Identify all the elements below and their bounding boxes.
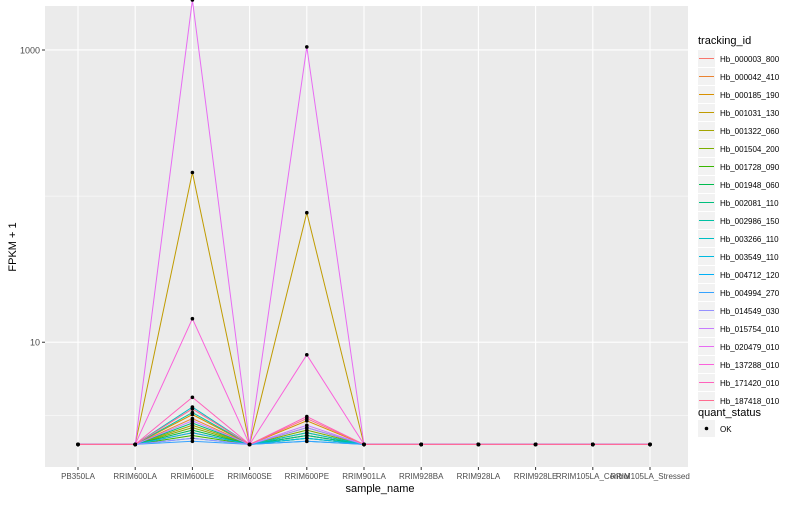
data-point — [305, 428, 309, 433]
grid-lines — [45, 6, 688, 467]
x-tick-label: RRIM600PE — [285, 472, 329, 481]
data-point — [190, 316, 195, 321]
y-axis-title: FPKM + 1 — [7, 222, 19, 271]
legend-label: Hb_020479_010 — [720, 343, 780, 352]
data-point — [190, 410, 195, 415]
x-tick-label: RRIM600LA — [113, 472, 157, 481]
data-point — [305, 439, 309, 444]
legend-title: tracking_id — [698, 35, 751, 47]
y-tick-label: 1000 — [20, 45, 40, 55]
legend-label: Hb_001322_060 — [720, 127, 780, 136]
x-tick-label: PB350LA — [61, 472, 95, 481]
x-tick-label: RRIM600LE — [171, 472, 215, 481]
x-tick-label: RRIM928LA — [457, 472, 501, 481]
legend-label: Hb_004994_270 — [720, 289, 780, 298]
legend-label: Hb_000042_410 — [720, 73, 780, 82]
data-point — [190, 433, 195, 438]
x-axis-title: sample_name — [345, 483, 414, 495]
x-tick-label: RRIM928LE — [514, 472, 558, 481]
legend-label: Hb_171420_010 — [720, 379, 780, 388]
data-point — [305, 45, 309, 49]
x-tick-label: RRIM600SE — [227, 472, 271, 481]
legend-label: Hb_001031_130 — [720, 109, 780, 118]
data-point — [419, 442, 424, 447]
shape-legend-label: OK — [720, 425, 732, 434]
y-tick-label: 10 — [30, 338, 40, 348]
data-point — [190, 419, 195, 423]
x-tick-label: RRIM928BA — [399, 472, 444, 481]
legend-label: Hb_001948_060 — [720, 181, 780, 190]
legend-label: Hb_002081_110 — [720, 199, 779, 208]
legend-label: Hb_003266_110 — [720, 235, 779, 244]
shape-legend-title: quant_status — [698, 407, 761, 419]
data-point — [305, 416, 309, 421]
data-point — [190, 431, 195, 435]
legend-label: Hb_137288_010 — [720, 361, 780, 370]
data-point — [305, 436, 309, 441]
legend-label: Hb_002986_150 — [720, 217, 780, 226]
legend-label: Hb_015754_010 — [720, 325, 780, 334]
data-point — [648, 442, 652, 447]
shape-legend-point — [704, 426, 709, 431]
data-point — [133, 442, 137, 447]
data-point — [305, 210, 309, 215]
data-point — [476, 442, 481, 447]
x-tick-label: RRIM901LA — [342, 472, 386, 481]
data-point — [190, 395, 195, 400]
legend-label: Hb_187418_010 — [720, 397, 780, 406]
plot-panel — [45, 6, 688, 467]
data-point — [190, 407, 195, 411]
legend-label: Hb_003549_110 — [720, 253, 779, 262]
data-point — [190, 425, 195, 430]
data-points — [76, 0, 652, 447]
data-point — [190, 428, 195, 433]
legend-label: Hb_004712_120 — [720, 271, 780, 280]
data-point — [76, 442, 80, 447]
data-point — [190, 170, 195, 175]
x-axis: PB350LA RRIM600LA RRIM600LE RRIM600SE RRIM60… — [61, 467, 690, 481]
legend-label: Hb_000185_190 — [720, 91, 780, 100]
data-point — [591, 442, 595, 447]
legend-label: Hb_001504_200 — [720, 145, 780, 154]
data-point — [305, 423, 309, 428]
data-point — [247, 442, 252, 447]
data-point — [362, 442, 366, 447]
data-point — [190, 436, 195, 441]
data-point — [190, 439, 195, 444]
legend: tracking_id Hb_000003_800Hb_000042_410Hb… — [698, 35, 780, 437]
data-point — [305, 431, 309, 435]
legend-label: Hb_014549_030 — [720, 307, 780, 316]
legend-label: Hb_001728_090 — [720, 163, 780, 172]
data-point — [305, 433, 309, 438]
data-point — [305, 353, 309, 357]
legend-label: Hb_000003_800 — [720, 55, 780, 64]
x-tick-label: RRIM105LA_Control — [556, 472, 630, 481]
data-point — [533, 442, 538, 447]
data-point — [190, 0, 195, 2]
legend-items: Hb_000003_800 Hb_000042_410 Hb_000185_190 H… — [698, 50, 780, 409]
y-axis: 10 1000 — [20, 45, 45, 348]
shape-legend-items: OK — [698, 420, 732, 437]
x-tick-label: RRIM105LA_Stressed — [610, 472, 690, 481]
